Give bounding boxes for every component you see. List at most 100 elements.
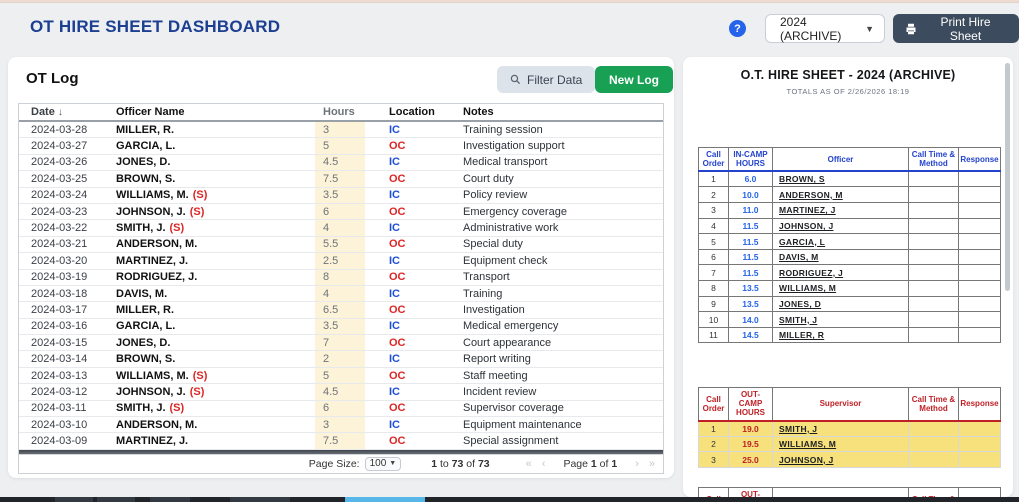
officer-link[interactable]: JONES, D <box>779 298 822 309</box>
cell-notes: Court duty <box>463 172 514 185</box>
cell-response[interactable] <box>958 170 1001 188</box>
officer-link[interactable]: SMITH, J <box>779 314 818 325</box>
column-header-notes[interactable]: Notes <box>463 106 494 118</box>
first-page-icon[interactable]: « <box>525 457 532 470</box>
cell-hours: 11.5 <box>728 233 773 250</box>
cell-call-order: 11 <box>698 326 729 344</box>
year-archive-select[interactable]: 2024 (ARCHIVE) ▼ <box>765 14 885 43</box>
supervisor-link[interactable]: WILLIAMS, M <box>779 438 837 449</box>
taskbar-item[interactable] <box>97 497 135 502</box>
column-header-date[interactable]: Date ↓ <box>31 106 63 118</box>
table-row: 2024-03-16 GARCIA, L. 3.5 IC Medical eme… <box>19 318 663 336</box>
page-size-label: Page Size: <box>308 457 360 470</box>
taskbar-item[interactable] <box>150 497 190 502</box>
cell-officer: GARCIA, L <box>772 233 909 250</box>
horizontal-scrollbar[interactable] <box>19 449 663 454</box>
filter-button-label: Filter Data <box>527 72 583 87</box>
last-page-icon[interactable]: » <box>648 457 655 470</box>
cell-officer: BROWN, S. <box>116 353 315 365</box>
cell-hours: 13.5 <box>728 295 773 313</box>
cell-call-time[interactable] <box>908 311 959 328</box>
cell-hours: 7.5 <box>315 171 365 187</box>
supervisor-link[interactable]: JOHNSON, J <box>779 454 834 465</box>
supervisor-flag: (S) <box>169 222 185 235</box>
cell-response[interactable] <box>958 217 1001 235</box>
cell-call-time[interactable] <box>908 248 959 266</box>
page-size-select[interactable]: 100 ▼ <box>364 456 402 471</box>
cell-call-time[interactable] <box>908 280 959 297</box>
year-select-value: 2024 (ARCHIVE) <box>780 14 842 43</box>
cell-officer: JOHNSON, J. (S) <box>116 386 315 398</box>
supervisor-flag: (S) <box>192 189 208 202</box>
officer-link[interactable]: MILLER, R <box>779 330 825 341</box>
cell-date: 2024-03-17 <box>31 303 88 316</box>
cell-response[interactable] <box>958 326 1001 344</box>
print-button-label: Print Hire Sheet <box>940 14 991 43</box>
cell-response[interactable] <box>958 280 1001 297</box>
taskbar-item[interactable] <box>230 497 290 502</box>
cell-officer: JOHNSON, J. (S) <box>116 206 315 218</box>
cell-hours: 11.5 <box>728 264 773 282</box>
cell-location: IC <box>389 385 400 398</box>
cell-response[interactable] <box>958 295 1001 313</box>
hire-sheet-row: 2 10.0 ANDERSON, M <box>698 186 1001 204</box>
page-indicator: Page 1 of 1 <box>563 457 618 470</box>
cell-call-time[interactable] <box>908 233 959 250</box>
column-header-hours[interactable]: Hours <box>323 106 355 118</box>
officer-link[interactable]: RODRIGUEZ, J <box>779 267 844 278</box>
supervisor-link[interactable]: SMITH, J <box>779 423 818 434</box>
cell-response[interactable] <box>958 233 1001 250</box>
cell-notes: Staff meeting <box>463 369 528 382</box>
cell-notes: Policy review <box>463 189 528 202</box>
officer-link[interactable]: JOHNSON, J <box>779 220 834 231</box>
officer-link[interactable]: DAVIS, M <box>779 252 819 263</box>
cell-location: OC <box>389 140 406 153</box>
cell-call-time[interactable] <box>908 435 959 453</box>
out-camp-supervisor-body: 1 19.0 SMITH, J 2 19.5 WILLIAMS, M 3 25.… <box>698 420 1001 468</box>
cell-call-time[interactable] <box>908 202 959 219</box>
officer-link[interactable]: ANDERSON, M <box>779 189 843 200</box>
officer-link[interactable]: BROWN, S <box>779 174 825 185</box>
cell-call-time[interactable] <box>908 451 959 468</box>
cell-response[interactable] <box>958 420 1001 437</box>
table-row: 2024-03-25 BROWN, S. 7.5 OC Court duty <box>19 171 663 188</box>
officer-link[interactable]: WILLIAMS, M <box>779 283 837 294</box>
cell-call-time[interactable] <box>908 295 959 313</box>
cell-response[interactable] <box>958 435 1001 453</box>
cell-response[interactable] <box>958 202 1001 219</box>
cell-call-time[interactable] <box>908 264 959 282</box>
cell-call-time[interactable] <box>908 326 959 344</box>
cell-response[interactable] <box>958 186 1001 204</box>
cell-call-time[interactable] <box>908 186 959 204</box>
column-header-location[interactable]: Location <box>389 106 435 118</box>
taskbar-item-active[interactable] <box>345 497 425 502</box>
officer-link[interactable]: GARCIA, L <box>779 236 826 247</box>
cell-call-time[interactable] <box>908 420 959 437</box>
sort-desc-icon: ↓ <box>57 107 63 118</box>
vertical-scrollbar[interactable] <box>1005 63 1010 291</box>
help-icon[interactable]: ? <box>729 20 746 37</box>
column-header-officer[interactable]: Officer Name <box>116 106 185 118</box>
prev-page-icon[interactable]: ‹ <box>541 457 546 470</box>
cell-notes: Supervisor coverage <box>463 402 564 415</box>
os-taskbar <box>0 497 1019 502</box>
top-accent-strip <box>0 0 1019 3</box>
next-page-icon[interactable]: › <box>635 457 639 470</box>
filter-data-button[interactable]: Filter Data <box>497 66 596 93</box>
officer-link[interactable]: MARTINEZ, J <box>779 205 836 216</box>
cell-hours: 19.0 <box>728 420 773 437</box>
officer-name: RODRIGUEZ, J. <box>116 271 198 284</box>
print-hire-sheet-button[interactable]: Print Hire Sheet <box>893 14 1019 43</box>
taskbar-item[interactable] <box>55 497 93 502</box>
cell-response[interactable] <box>958 248 1001 266</box>
cell-response[interactable] <box>958 311 1001 328</box>
new-log-button[interactable]: New Log <box>595 66 673 93</box>
cell-call-time[interactable] <box>908 217 959 235</box>
header-call-order: Call Order <box>698 386 729 422</box>
cell-call-time[interactable] <box>908 170 959 188</box>
table-row: 2024-03-28 MILLER, R. 3 IC Training sess… <box>19 122 663 139</box>
cell-response[interactable] <box>958 264 1001 282</box>
cell-response[interactable] <box>958 451 1001 468</box>
cell-notes: Equipment maintenance <box>463 418 582 431</box>
cell-call-order: 3 <box>698 451 729 468</box>
